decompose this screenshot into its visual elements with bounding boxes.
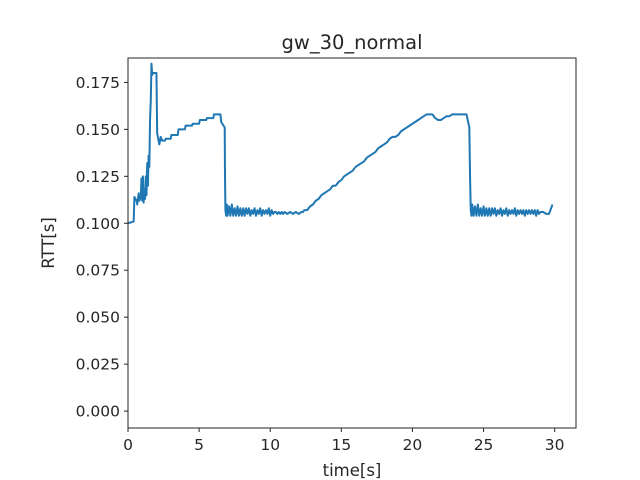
y-axis: 0.000 0.025 0.050 0.075 0.100 0.125 0.150 0.175	[76, 74, 128, 421]
x-tick-label: 20	[403, 436, 423, 454]
y-tick-label: 0.125	[76, 168, 120, 186]
y-tick-label: 0.175	[76, 74, 120, 92]
y-axis-label: RTT[s]	[39, 217, 58, 269]
y-tick-label: 0.000	[76, 403, 120, 421]
x-tick-label: 25	[474, 436, 494, 454]
x-tick-label: 5	[194, 436, 204, 454]
x-axis: 0 5 10 15 20 25 30	[123, 428, 565, 454]
series-line-rtt	[127, 62, 554, 225]
y-tick-label: 0.075	[76, 262, 120, 280]
y-tick-label: 0.100	[76, 215, 120, 233]
x-axis-label: time[s]	[323, 461, 382, 480]
x-tick-label: 0	[123, 436, 133, 454]
axes-frame	[127, 57, 577, 429]
x-tick-label: 30	[545, 436, 565, 454]
y-tick-label: 0.050	[76, 309, 120, 327]
y-tick-label: 0.150	[76, 121, 120, 139]
plot-area	[127, 62, 554, 225]
x-tick-label: 15	[331, 436, 351, 454]
chart-title: gw_30_normal	[282, 31, 423, 54]
y-tick-label: 0.025	[76, 356, 120, 374]
x-tick-label: 10	[260, 436, 280, 454]
